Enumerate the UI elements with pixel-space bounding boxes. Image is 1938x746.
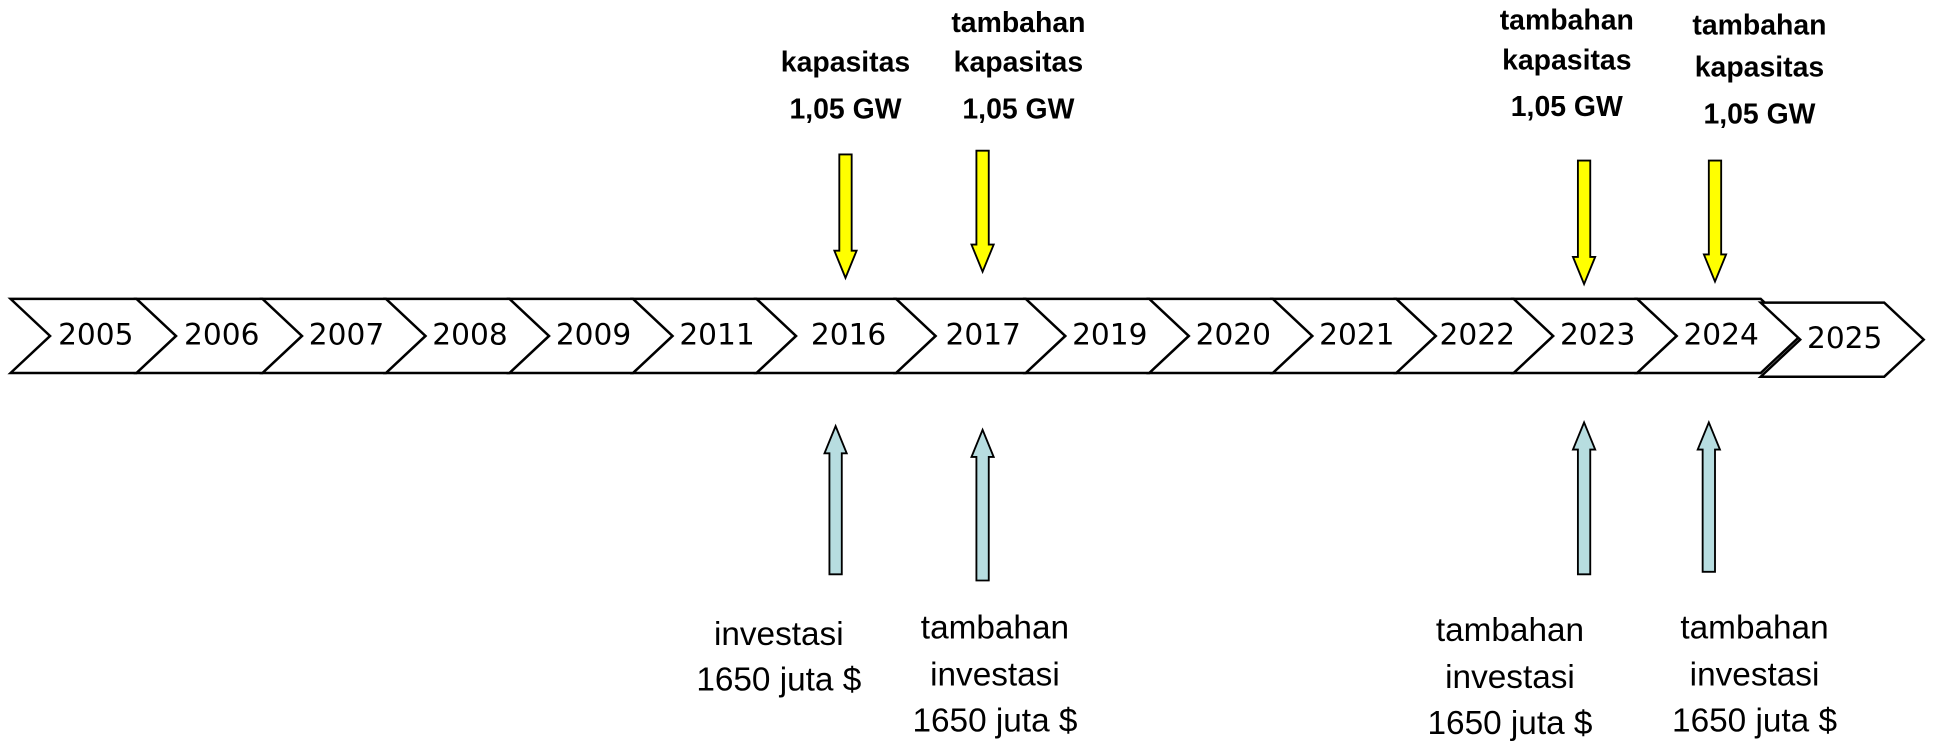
top-note-line: tambahan [951,7,1085,39]
top-note-line: 1,05 GW [962,94,1074,126]
bottom-note-line: investasi [1445,659,1575,696]
year-label: 2020 [1196,316,1271,351]
year-label: 2023 [1560,316,1635,351]
bottom-note-line: investasi [714,616,844,653]
top-note-line: kapasitas [1695,52,1824,84]
year-label: 2011 [679,316,754,351]
bottom-note-line: tambahan [921,610,1069,647]
year-label: 2024 [1683,316,1758,351]
year-label: 2025 [1807,320,1882,355]
year-label: 2008 [432,316,507,351]
year-label: 2006 [184,316,259,351]
top-note-line: kapasitas [781,47,910,79]
top-note-line: 1,05 GW [789,94,901,126]
bottom-note-line: 1650 juta $ [1672,702,1837,739]
top-note-line: kapasitas [954,47,1083,79]
bottom-note-line: tambahan [1680,610,1828,647]
top-note-line: tambahan [1692,10,1826,42]
bottom-note-line: investasi [1690,657,1820,694]
bottom-note-line: tambahan [1436,612,1584,649]
bottom-note-line: 1650 juta $ [912,702,1077,739]
bottom-note-line: investasi [930,657,1060,694]
top-note-line: tambahan [1500,5,1634,37]
year-label: 2021 [1319,316,1394,351]
year-label: 2007 [309,316,384,351]
top-note-line: 1,05 GW [1511,91,1623,123]
year-label: 2017 [946,316,1021,351]
chevron [1634,297,1803,375]
chevron [1757,301,1926,378]
capacity-arrow [1571,159,1597,287]
investment-arrow [1696,419,1722,573]
top-note-line: kapasitas [1502,44,1631,76]
year-label: 2009 [556,316,631,351]
investment-arrow [1571,419,1597,576]
capacity-arrow [832,153,858,281]
bottom-note-line: 1650 juta $ [1428,705,1593,742]
year-label: 2022 [1440,316,1515,351]
bottom-note-line: 1650 juta $ [696,662,861,699]
year-label: 2016 [811,316,886,351]
top-note-line: 1,05 GW [1703,99,1815,131]
capacity-arrow [1702,159,1728,285]
investment-arrow [970,427,996,582]
year-label: 2019 [1072,316,1147,351]
capacity-arrow [970,149,996,275]
investment-arrow [823,423,849,576]
year-label: 2005 [58,316,133,351]
